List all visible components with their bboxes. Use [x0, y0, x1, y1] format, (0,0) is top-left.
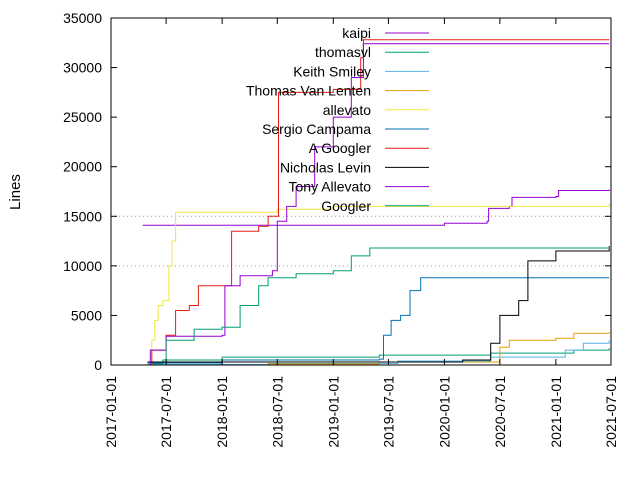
y-tick-label: 5000 — [71, 307, 102, 323]
y-tick-label: 10000 — [63, 258, 102, 274]
series-line-kaipi — [142, 189, 610, 226]
series-line-allevato — [147, 203, 610, 366]
legend-label: Nicholas Levin — [280, 159, 371, 175]
legend-label: Googler — [321, 198, 371, 214]
y-tick-label: 30000 — [63, 60, 102, 76]
x-tick-label: 2021-07-01 — [603, 376, 619, 448]
y-tick-label: 25000 — [63, 109, 102, 125]
x-tick-label: 2018-07-01 — [269, 376, 285, 448]
y-tick-label: 35000 — [63, 10, 102, 26]
legend-label: allevato — [323, 102, 371, 118]
legend-label: thomasvl — [315, 44, 371, 60]
x-tick-label: 2020-07-01 — [492, 376, 508, 448]
legend-label: Sergio Campama — [262, 121, 371, 137]
x-tick-label: 2019-07-01 — [380, 376, 396, 448]
series-line-thomas-van-lenten — [147, 332, 610, 366]
x-tick-label: 2019-01-01 — [325, 376, 341, 448]
legend-label: Keith Smiley — [293, 63, 371, 79]
y-tick-label: 0 — [94, 357, 102, 373]
axis-ticks — [110, 17, 612, 366]
x-tick-label: 2020-01-01 — [436, 376, 452, 448]
x-tick-label: 2018-01-01 — [214, 376, 230, 448]
legend-label: Tony Allevato — [289, 179, 372, 195]
legend: kaipi thomasvl Keith Smiley Thomas Van Lent… — [246, 25, 429, 214]
series-line-nicholas-levin — [147, 246, 610, 363]
x-tick-label: 2021-01-01 — [548, 376, 564, 448]
series-layer — [142, 39, 610, 366]
x-tick-label: 2017-01-01 — [103, 376, 119, 448]
x-tick-label: 2017-07-01 — [158, 376, 174, 448]
legend-label: Thomas Van Lenten — [246, 83, 371, 99]
series-line-keith-smiley — [147, 340, 610, 365]
series-line-tony-allevato — [147, 43, 610, 366]
y-axis-title: Lines — [7, 174, 24, 210]
y-tick-label: 20000 — [63, 159, 102, 175]
y-tick-label: 15000 — [63, 208, 102, 224]
series-line-sergio-campama — [147, 277, 610, 364]
series-line-googler — [147, 247, 610, 366]
series-line-a-googler — [142, 39, 610, 366]
grid-lines — [111, 215, 611, 267]
legend-label: kaipi — [342, 25, 371, 41]
y-tick-labels: 0 5000 10000 15000 20000 25000 30000 35000 — [63, 10, 102, 373]
x-tick-labels: 2017-01-01 2017-07-01 2018-01-01 2018-07-01… — [103, 376, 619, 448]
legend-label: A Googler — [309, 140, 372, 156]
plot-border — [110, 17, 612, 366]
